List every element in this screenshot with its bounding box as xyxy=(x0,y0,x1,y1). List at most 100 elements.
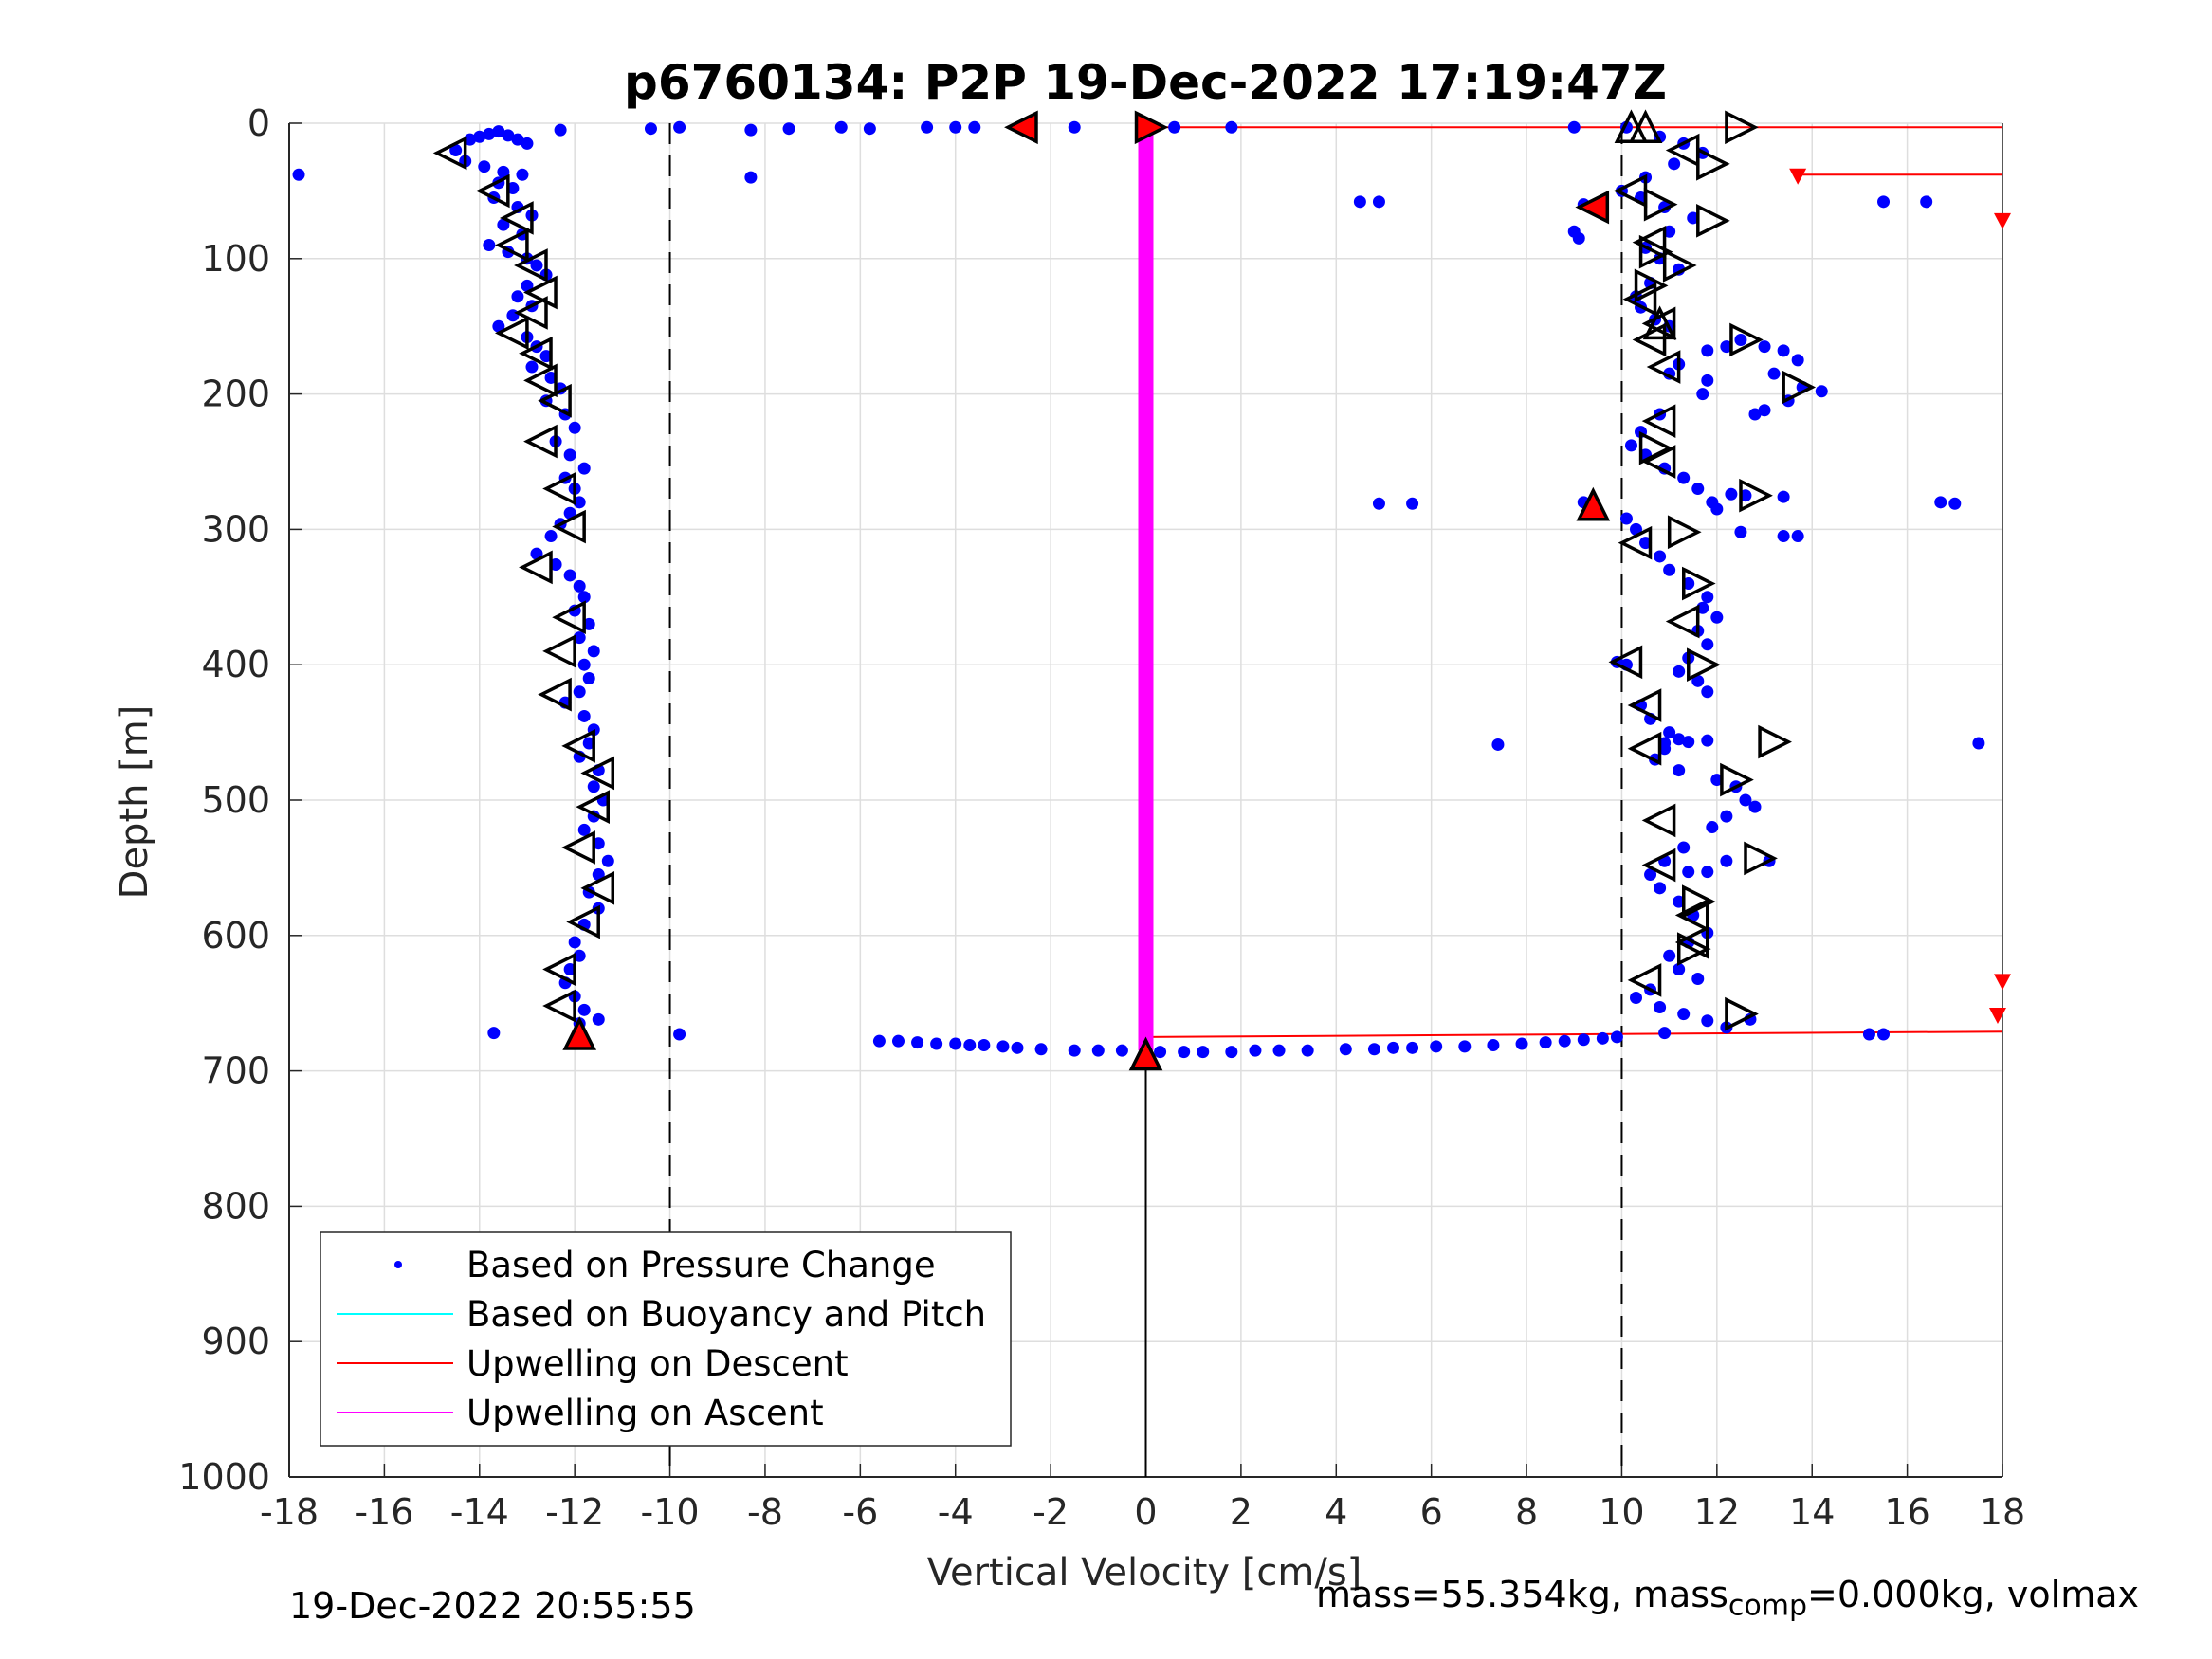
pressure-data-point xyxy=(497,218,510,231)
pressure-data-point xyxy=(1491,738,1505,751)
y-tick-label: 900 xyxy=(201,1321,270,1362)
pressure-data-point xyxy=(1658,1027,1672,1040)
pressure-data-point xyxy=(949,1037,962,1050)
right-triangle-marker xyxy=(1682,566,1716,601)
pressure-data-point xyxy=(1701,344,1714,357)
left-triangle-marker xyxy=(538,383,572,418)
pressure-data-point xyxy=(968,120,981,134)
pressure-data-point xyxy=(1682,866,1695,879)
right-triangle-marker xyxy=(1729,322,1764,357)
up-triangle-marker xyxy=(1576,486,1611,521)
pressure-data-point xyxy=(473,130,486,143)
pressure-data-point xyxy=(1691,483,1705,496)
pressure-data-point xyxy=(1610,1030,1623,1044)
y-tick-label: 500 xyxy=(201,779,270,821)
pressure-data-point xyxy=(1701,1014,1714,1028)
x-axis-label: Vertical Velocity [cm/s] xyxy=(927,1551,1362,1595)
left-triangle-marker xyxy=(542,989,576,1023)
left-triangle-marker xyxy=(523,363,558,398)
left-triangle-marker xyxy=(514,248,548,283)
left-triangle-marker xyxy=(523,424,558,459)
pressure-data-point xyxy=(577,591,591,604)
left-triangle-marker xyxy=(1004,110,1038,145)
pressure-data-point xyxy=(573,949,586,962)
pressure-data-point xyxy=(577,462,591,475)
left-triangle-marker xyxy=(519,336,553,371)
right-triangle-marker xyxy=(1725,110,1759,145)
pressure-data-point xyxy=(1758,404,1771,417)
right-triangle-marker xyxy=(1643,187,1678,222)
right-triangle-marker xyxy=(1134,110,1169,145)
pressure-data-point xyxy=(1663,225,1676,238)
legend-box xyxy=(320,1231,1012,1447)
upwelling-down-triangle xyxy=(1994,212,2011,229)
pressure-data-point xyxy=(573,631,586,645)
pressure-data-point xyxy=(292,168,305,181)
left-triangle-marker xyxy=(1627,731,1662,766)
up-triangle-marker xyxy=(1642,305,1677,340)
x-tick-label: -6 xyxy=(842,1491,878,1533)
pressure-data-point xyxy=(464,133,477,146)
pressure-data-point xyxy=(1644,868,1657,882)
pressure-data-point xyxy=(1777,530,1790,543)
pressure-data-point xyxy=(1249,1044,1262,1057)
y-tick-label: 400 xyxy=(201,644,270,685)
left-triangle-marker xyxy=(542,471,576,506)
y-tick-label: 600 xyxy=(201,915,270,957)
pressure-data-point xyxy=(673,120,686,134)
pressure-data-point xyxy=(506,309,520,322)
pressure-data-point xyxy=(497,165,510,178)
pressure-data-point xyxy=(492,319,505,333)
pressure-data-point xyxy=(1068,1044,1081,1057)
left-triangle-marker xyxy=(580,756,615,791)
x-tick-label: -10 xyxy=(641,1491,700,1533)
right-triangle-marker xyxy=(1782,370,1817,405)
pressure-data-point xyxy=(511,290,524,303)
pressure-data-point xyxy=(1272,1044,1286,1057)
pressure-data-point xyxy=(587,780,600,793)
pressure-data-point xyxy=(1720,810,1733,823)
legend-swatch-dot xyxy=(394,1261,402,1268)
pressure-data-point xyxy=(554,123,567,137)
y-tick-label: 300 xyxy=(201,508,270,550)
x-tick-label: 0 xyxy=(1134,1491,1157,1533)
x-tick-label: 12 xyxy=(1694,1491,1740,1533)
right-triangle-marker xyxy=(1687,647,1721,683)
pressure-data-point xyxy=(1367,1043,1380,1056)
pressure-data-point xyxy=(582,617,595,630)
left-triangle-marker xyxy=(495,316,529,351)
pressure-data-point xyxy=(863,122,876,136)
pressure-data-point xyxy=(930,1037,943,1050)
x-tick-label: -12 xyxy=(545,1491,604,1533)
pressure-data-point xyxy=(1948,497,1962,510)
pressure-data-point xyxy=(1720,854,1733,867)
x-tick-label: -14 xyxy=(450,1491,509,1533)
legend-label: Based on Buoyancy and Pitch xyxy=(466,1294,986,1335)
left-triangle-marker xyxy=(1632,322,1667,357)
pressure-data-point xyxy=(1658,737,1672,750)
pressure-data-point xyxy=(521,279,534,292)
left-triangle-marker xyxy=(1632,225,1667,260)
pressure-data-point xyxy=(1701,638,1714,651)
series-segment xyxy=(1145,1030,2003,1038)
y-axis-label: Depth [m] xyxy=(113,705,156,900)
pressure-data-point xyxy=(1372,195,1385,209)
pressure-data-point xyxy=(573,579,586,592)
left-triangle-marker xyxy=(1622,282,1657,317)
pressure-data-point xyxy=(1972,737,1985,750)
pressure-data-point xyxy=(1791,530,1804,543)
pressure-data-point xyxy=(1558,1034,1571,1048)
left-triangle-marker xyxy=(1674,925,1709,959)
pressure-data-point xyxy=(577,1003,591,1016)
pressure-data-point xyxy=(577,823,591,836)
pressure-data-point xyxy=(1791,354,1804,367)
pressure-data-point xyxy=(1630,991,1643,1004)
upwelling-down-triangle xyxy=(1994,974,2011,991)
up-triangle-marker xyxy=(1128,1036,1163,1071)
pressure-data-point xyxy=(1654,550,1667,563)
x-tick-label: 18 xyxy=(1980,1491,2025,1533)
pressure-data-point xyxy=(487,1027,501,1040)
up-triangle-marker xyxy=(1628,109,1663,144)
pressure-data-point xyxy=(1691,674,1705,687)
pressure-data-point xyxy=(1225,120,1238,134)
